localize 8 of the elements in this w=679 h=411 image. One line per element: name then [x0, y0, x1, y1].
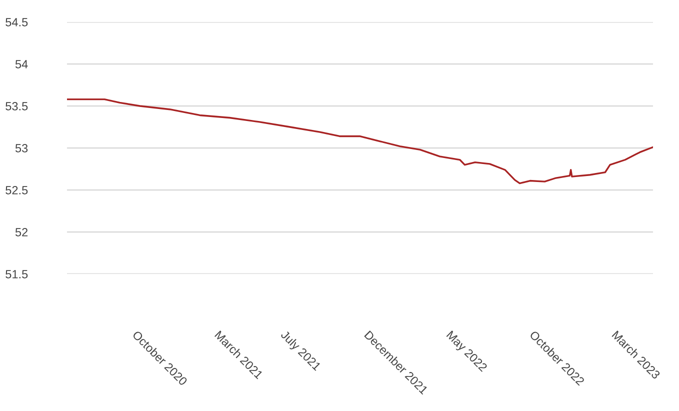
line-series — [67, 98, 653, 184]
y-tick-label: 54.5 — [6, 18, 28, 26]
y-tick-label: 53 — [15, 144, 28, 152]
y-tick-label: 53.5 — [6, 102, 28, 110]
y-tick-label: 52.5 — [6, 186, 28, 194]
y-tick-label: 52 — [15, 228, 28, 236]
y-tick-label: 54 — [15, 60, 28, 68]
y-tick-label: 51.5 — [6, 270, 28, 278]
